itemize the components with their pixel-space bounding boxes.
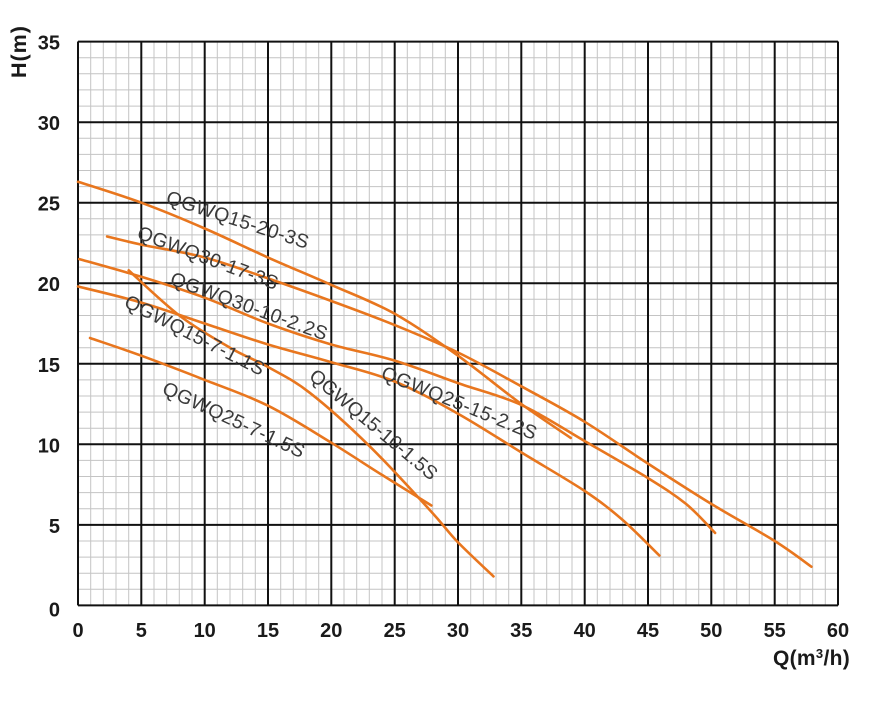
- svg-text:15: 15: [38, 355, 60, 377]
- svg-text:25: 25: [384, 620, 406, 642]
- svg-text:35: 35: [38, 33, 60, 55]
- svg-text:20: 20: [320, 620, 342, 642]
- svg-text:35: 35: [510, 620, 532, 642]
- svg-text:10: 10: [194, 620, 216, 642]
- svg-text:15: 15: [257, 620, 279, 642]
- svg-text:60: 60: [827, 620, 849, 642]
- svg-text:50: 50: [700, 620, 722, 642]
- svg-text:30: 30: [38, 113, 60, 135]
- svg-text:H(m): H(m): [7, 25, 31, 78]
- svg-text:20: 20: [38, 274, 60, 296]
- svg-text:0: 0: [72, 620, 83, 642]
- svg-text:55: 55: [764, 620, 786, 642]
- svg-text:10: 10: [38, 435, 60, 457]
- svg-text:0: 0: [49, 599, 60, 621]
- svg-text:5: 5: [49, 516, 60, 538]
- svg-text:Q(m3/h): Q(m3/h): [773, 646, 850, 670]
- svg-text:40: 40: [574, 620, 596, 642]
- svg-text:25: 25: [38, 194, 60, 216]
- svg-text:45: 45: [637, 620, 659, 642]
- svg-text:30: 30: [447, 620, 469, 642]
- svg-text:5: 5: [136, 620, 147, 642]
